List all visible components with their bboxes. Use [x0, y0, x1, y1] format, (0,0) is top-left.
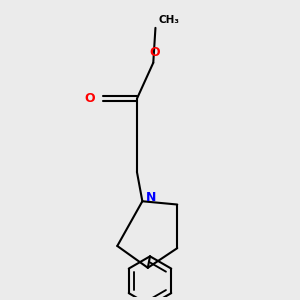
Text: O: O: [84, 92, 95, 105]
Text: O: O: [150, 46, 160, 59]
Text: N: N: [146, 191, 156, 205]
Text: CH₃: CH₃: [159, 15, 180, 25]
